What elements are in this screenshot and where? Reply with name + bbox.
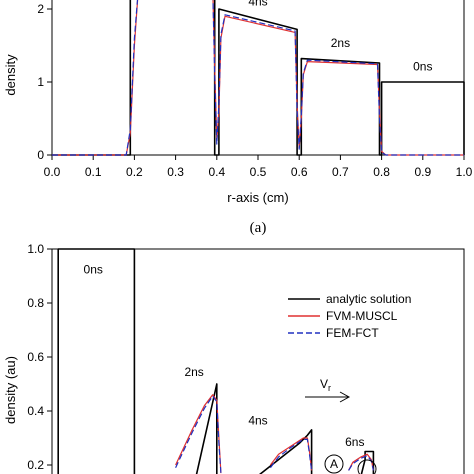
panel-b-series bbox=[57, 248, 375, 474]
panel-a-xlabel: r-axis (cm) bbox=[227, 190, 288, 205]
marker-a: A bbox=[324, 454, 344, 474]
x-tick-label: 1.0 bbox=[456, 165, 473, 179]
panel-b-ylabel: density (au) bbox=[3, 356, 18, 424]
vr-label-main: V bbox=[320, 377, 328, 391]
series-line-FVM-MUSCL bbox=[175, 394, 222, 474]
x-tick-label: 0.7 bbox=[332, 165, 349, 179]
annotation-label: 4ns bbox=[248, 0, 267, 8]
vr-arrow: Vr bbox=[305, 377, 351, 403]
series-line-FEM-FCT bbox=[175, 395, 222, 474]
panel-b-annotations: 0ns 2ns 4ns 6ns bbox=[84, 262, 365, 449]
legend: analytic solution FVM-MUSCL FEM-FCT bbox=[288, 292, 411, 340]
panel-b-frame bbox=[51, 248, 465, 474]
panel-a-frame bbox=[51, 0, 465, 156]
x-tick-label: 0.6 bbox=[291, 165, 308, 179]
series-line-FEM-FCT bbox=[52, 0, 464, 156]
series-line-analytic bbox=[57, 248, 375, 474]
y-tick-label: 2 bbox=[37, 2, 44, 16]
series-line-analytic bbox=[52, 0, 465, 156]
vr-label: Vr bbox=[320, 377, 331, 393]
panel-a-y-ticks: 0 1 2 bbox=[37, 2, 52, 162]
y-tick-label: 0 bbox=[37, 148, 44, 162]
panel-a-series bbox=[52, 0, 465, 156]
x-tick-label: 0.0 bbox=[44, 165, 61, 179]
y-tick-label: 0.2 bbox=[27, 458, 44, 472]
y-tick-label: 0.6 bbox=[27, 350, 44, 364]
panel-a-annotations: 4ns 2ns 0ns bbox=[248, 0, 432, 73]
y-tick-label: 0.8 bbox=[27, 296, 44, 310]
panel-b: density (au) 0.2 0.4 0.6 0.8 1.0 0ns 2ns 4ns 6n… bbox=[3, 242, 465, 474]
annotation-label: 0ns bbox=[413, 59, 432, 73]
panel-a-ylabel: density bbox=[3, 54, 18, 96]
annotation-label: 0ns bbox=[84, 262, 103, 276]
x-tick-label: 0.2 bbox=[126, 165, 143, 179]
panel-a-tag: (a) bbox=[250, 220, 267, 236]
annotation-label: 4ns bbox=[248, 414, 267, 428]
legend-label: FEM-FCT bbox=[326, 326, 379, 340]
vr-label-sub: r bbox=[328, 383, 331, 393]
x-tick-label: 0.4 bbox=[208, 165, 225, 179]
x-tick-label: 0.5 bbox=[250, 165, 267, 179]
series-line-FEM-FCT-2 bbox=[269, 438, 313, 471]
x-tick-label: 0.1 bbox=[85, 165, 102, 179]
panel-a-x-ticks: 0.0 0.1 0.2 0.3 0.4 0.5 0.6 0.7 0.8 0.9 1.0 bbox=[44, 155, 473, 179]
annotation-label: 2ns bbox=[331, 36, 350, 50]
legend-label: FVM-MUSCL bbox=[326, 309, 398, 323]
y-tick-label: 1.0 bbox=[27, 242, 44, 256]
series-line-FVM-MUSCL bbox=[52, 0, 464, 156]
annotation-label: 2ns bbox=[184, 365, 203, 379]
x-tick-label: 0.3 bbox=[167, 165, 184, 179]
annotation-label: 6ns bbox=[345, 435, 364, 449]
panel-b-y-ticks: 0.2 0.4 0.6 0.8 1.0 bbox=[27, 242, 52, 472]
x-tick-label: 0.8 bbox=[373, 165, 390, 179]
y-tick-label: 0.4 bbox=[27, 404, 44, 418]
marker-a-label: A bbox=[330, 457, 338, 471]
series-line-FVM-MUSCL-2 bbox=[269, 437, 313, 471]
marker-ring bbox=[357, 459, 377, 474]
series-line-FEM-FCT-3 bbox=[348, 455, 374, 471]
panel-a: density r-axis (cm) (a) 0.0 0.1 0.2 0.3 0.4 0… bbox=[3, 0, 473, 236]
y-tick-label: 1 bbox=[37, 75, 44, 89]
x-tick-label: 0.9 bbox=[414, 165, 431, 179]
legend-label: analytic solution bbox=[326, 292, 411, 306]
